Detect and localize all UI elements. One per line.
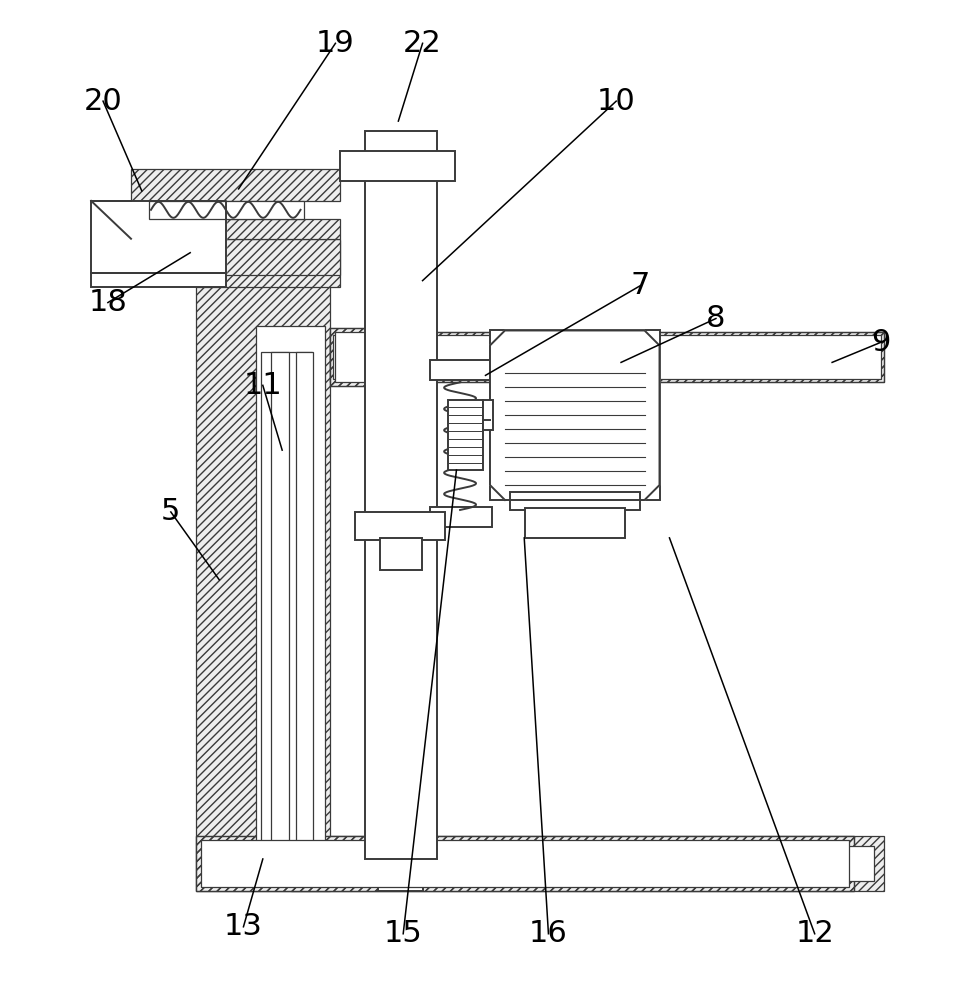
Text: 5: 5 — [161, 497, 181, 526]
Bar — [91, 273, 225, 287]
Bar — [201, 840, 849, 887]
Bar — [330, 332, 884, 382]
Text: 18: 18 — [88, 288, 127, 317]
Bar — [330, 332, 884, 382]
Text: 8: 8 — [706, 304, 725, 333]
Bar — [355, 512, 445, 540]
Bar — [131, 169, 341, 201]
Bar — [290, 836, 884, 891]
Text: 15: 15 — [384, 919, 422, 948]
Bar — [483, 400, 493, 430]
Text: 12: 12 — [795, 919, 834, 948]
Bar — [196, 836, 854, 891]
Text: 20: 20 — [84, 87, 122, 116]
Bar — [365, 131, 437, 859]
Bar — [330, 328, 425, 386]
Bar — [196, 285, 330, 891]
Bar — [196, 240, 341, 287]
Bar — [430, 507, 492, 527]
Bar — [448, 400, 483, 470]
Bar — [341, 151, 455, 181]
Bar — [295, 352, 314, 849]
Bar — [335, 332, 420, 382]
Bar — [430, 360, 492, 380]
Bar — [255, 326, 325, 859]
Bar — [333, 335, 881, 379]
Bar — [149, 201, 304, 219]
Bar — [381, 538, 422, 570]
Bar — [301, 846, 874, 881]
Bar — [330, 328, 425, 386]
Bar — [510, 492, 640, 510]
Text: 13: 13 — [224, 912, 263, 941]
Bar — [260, 352, 313, 851]
Bar — [196, 836, 854, 891]
Polygon shape — [490, 330, 659, 500]
Text: 19: 19 — [316, 29, 354, 58]
Text: 9: 9 — [871, 328, 890, 357]
Text: 22: 22 — [403, 29, 442, 58]
Bar — [379, 562, 423, 891]
Text: 7: 7 — [631, 271, 651, 300]
Text: 11: 11 — [244, 371, 283, 400]
Bar — [96, 239, 341, 275]
Bar — [271, 352, 288, 849]
Bar — [525, 508, 624, 538]
Bar — [131, 219, 341, 239]
Polygon shape — [91, 201, 225, 273]
Text: 16: 16 — [529, 919, 568, 948]
Bar — [490, 330, 659, 500]
Text: 10: 10 — [597, 87, 636, 116]
